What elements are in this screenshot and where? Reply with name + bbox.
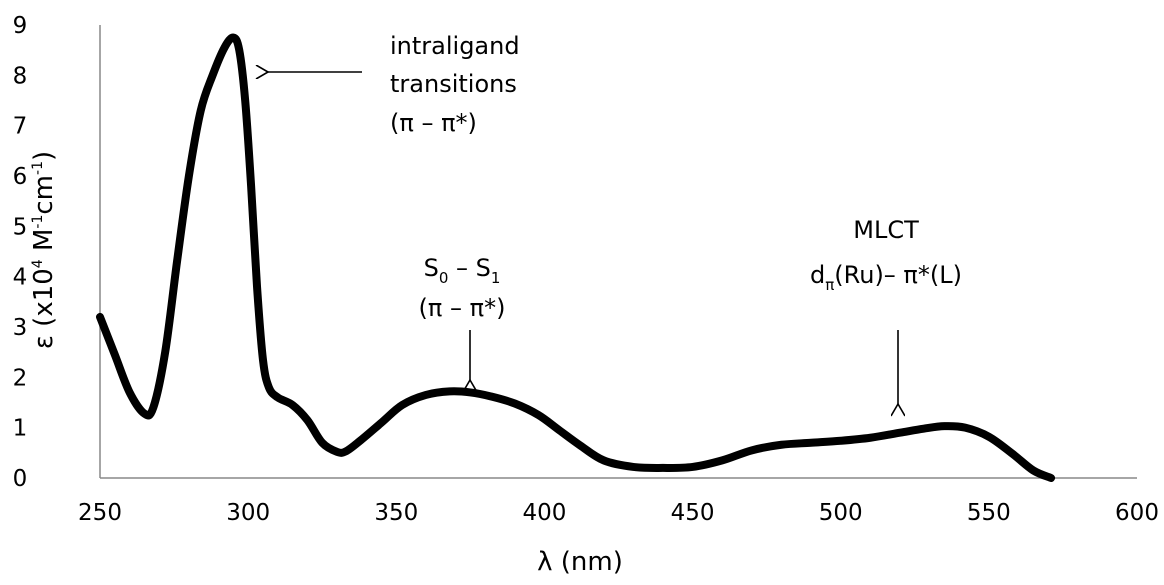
y-tick-label: 0 <box>13 466 28 492</box>
x-tick-label: 500 <box>819 500 863 526</box>
y-tick-label: 4 <box>13 265 28 291</box>
x-tick-label: 250 <box>78 500 122 526</box>
x-axis-title: λ (nm) <box>537 547 623 577</box>
y-axis-title-mid2: cm <box>29 175 59 215</box>
y-tick-label: 9 <box>13 13 28 39</box>
y-tick-label: 2 <box>13 365 28 391</box>
y-tick-label: 7 <box>13 114 28 140</box>
annotation-s0-s1-dash: – S <box>448 254 491 282</box>
annotation-mlct-sub: π <box>825 276 834 294</box>
y-tick-label: 8 <box>13 63 28 89</box>
annotation-s0-s1-line2: (π – π*) <box>419 294 506 322</box>
annotation-s0-s1-sub1: 1 <box>491 269 501 287</box>
annotation-mlct-line1: MLCT <box>853 216 919 244</box>
series-line <box>96 33 1056 482</box>
x-tick-label: 350 <box>374 500 418 526</box>
y-tick-label: 1 <box>13 416 28 442</box>
y-tick-labels: 0 1 2 3 4 5 6 7 8 9 <box>13 13 28 492</box>
y-axis-title-mid1: M <box>29 229 59 260</box>
y-axis-title-base: ε (x10 <box>29 268 59 349</box>
x-tick-labels: 250 300 350 400 450 500 550 600 <box>78 500 1159 526</box>
y-tick-label: 3 <box>13 315 28 341</box>
y-axis-title-exp1: 4 <box>30 259 46 268</box>
annotation-mlct-d: d <box>810 261 825 289</box>
annotation-s0-s1-line1: S0 – S1 <box>424 254 501 287</box>
annotation-mlct-rest: (Ru)– π*(L) <box>834 261 962 289</box>
annotation-intraligand-line2: transitions <box>390 70 517 98</box>
x-tick-label: 400 <box>522 500 566 526</box>
annotation-s0-s1-sub0: 0 <box>439 269 449 287</box>
annotation-intraligand: intraligand transitions (π – π*) <box>268 32 520 137</box>
y-tick-label: 6 <box>13 164 28 190</box>
annotation-mlct: MLCT dπ(Ru)– π*(L) <box>810 216 962 404</box>
y-axis-title: ε (x104 M-1cm-1) <box>29 151 59 349</box>
annotation-intraligand-line3: (π – π*) <box>390 109 477 137</box>
y-axis-title-exp2: -1 <box>30 215 46 229</box>
x-tick-label: 550 <box>967 500 1011 526</box>
x-tick-label: 300 <box>226 500 270 526</box>
x-tick-label: 450 <box>671 500 715 526</box>
y-axis-title-exp3: -1 <box>30 161 46 175</box>
annotation-mlct-line2: dπ(Ru)– π*(L) <box>810 261 962 294</box>
annotation-intraligand-line1: intraligand <box>390 32 520 60</box>
y-axis-title-end: ) <box>29 151 59 161</box>
y-tick-label: 5 <box>13 214 28 240</box>
annotation-s0-s1-s: S <box>424 254 439 282</box>
annotation-s0-s1: S0 – S1 (π – π*) <box>419 254 506 380</box>
x-tick-label: 600 <box>1115 500 1159 526</box>
